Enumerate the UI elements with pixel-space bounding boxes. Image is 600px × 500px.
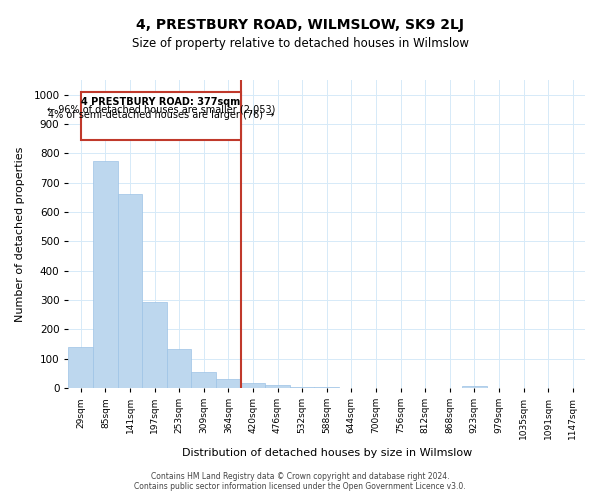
Bar	[191, 372, 216, 388]
Bar	[167, 349, 191, 388]
Bar	[68, 347, 93, 388]
Bar	[118, 194, 142, 388]
Text: ← 96% of detached houses are smaller (2,053): ← 96% of detached houses are smaller (2,…	[47, 104, 275, 114]
FancyBboxPatch shape	[81, 92, 241, 140]
Text: Size of property relative to detached houses in Wilmslow: Size of property relative to detached ho…	[131, 38, 469, 51]
Text: 4% of semi-detached houses are larger (76) →: 4% of semi-detached houses are larger (7…	[47, 110, 274, 120]
Bar	[216, 378, 241, 388]
Text: Contains HM Land Registry data © Crown copyright and database right 2024.: Contains HM Land Registry data © Crown c…	[151, 472, 449, 481]
X-axis label: Distribution of detached houses by size in Wilmslow: Distribution of detached houses by size …	[182, 448, 472, 458]
Bar	[265, 385, 290, 388]
Bar	[93, 160, 118, 388]
Bar	[241, 382, 265, 388]
Y-axis label: Number of detached properties: Number of detached properties	[15, 146, 25, 322]
Text: 4 PRESTBURY ROAD: 377sqm: 4 PRESTBURY ROAD: 377sqm	[81, 97, 241, 107]
Bar	[290, 386, 314, 388]
Text: Contains public sector information licensed under the Open Government Licence v3: Contains public sector information licen…	[134, 482, 466, 491]
Bar	[142, 302, 167, 388]
Bar	[462, 386, 487, 388]
Text: 4, PRESTBURY ROAD, WILMSLOW, SK9 2LJ: 4, PRESTBURY ROAD, WILMSLOW, SK9 2LJ	[136, 18, 464, 32]
